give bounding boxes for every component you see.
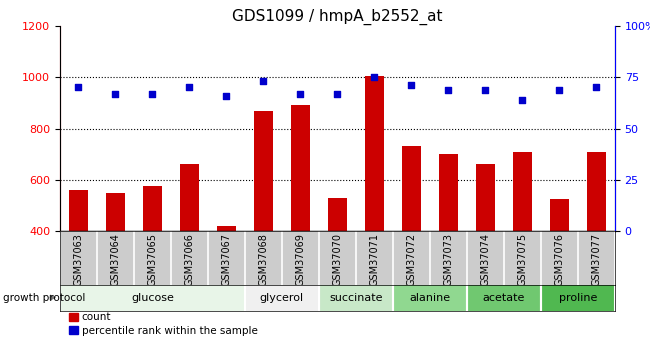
Text: GSM37065: GSM37065 (148, 233, 157, 286)
Text: GSM37074: GSM37074 (480, 233, 490, 286)
Point (332, 91, 343, 96)
Bar (328, 198, 346, 231)
Text: proline: proline (559, 293, 597, 303)
Text: succinate: succinate (329, 293, 383, 303)
Text: GSM37077: GSM37077 (592, 233, 601, 286)
Point (443, 87, 454, 92)
Bar (439, 154, 458, 231)
Text: GSM37070: GSM37070 (332, 233, 343, 286)
Bar (513, 151, 532, 231)
Text: glycerol: glycerol (260, 293, 304, 303)
Bar (467, 285, 541, 310)
Text: GSM37066: GSM37066 (185, 233, 194, 286)
Text: alanine: alanine (410, 293, 450, 303)
Text: GSM37073: GSM37073 (443, 233, 453, 286)
Bar (319, 285, 393, 310)
Text: GSM37069: GSM37069 (295, 233, 306, 286)
Point (295, 91, 306, 96)
Bar (180, 165, 199, 231)
Bar (550, 199, 569, 231)
Bar (143, 186, 162, 231)
Point (110, 91, 120, 96)
Bar (587, 151, 606, 231)
Point (258, 79, 268, 84)
Text: GSM37067: GSM37067 (222, 233, 231, 286)
Bar (476, 165, 495, 231)
Text: GSM37063: GSM37063 (73, 233, 83, 286)
Point (369, 75, 380, 80)
Point (592, 85, 602, 90)
Text: glucose: glucose (131, 293, 174, 303)
Point (184, 85, 194, 90)
Bar (365, 76, 383, 231)
Bar (69, 190, 88, 231)
Text: GSM37076: GSM37076 (554, 233, 564, 286)
Bar (60, 285, 245, 310)
Bar (291, 106, 309, 231)
Bar (541, 285, 615, 310)
Bar (106, 193, 125, 231)
Bar (254, 110, 272, 231)
Point (73, 85, 83, 90)
Point (554, 87, 565, 92)
Legend: count, percentile rank within the sample: count, percentile rank within the sample (65, 308, 262, 340)
Text: acetate: acetate (483, 293, 525, 303)
Text: GSM37068: GSM37068 (258, 233, 268, 286)
Title: GDS1099 / hmpA_b2552_at: GDS1099 / hmpA_b2552_at (232, 8, 443, 24)
Text: GSM37075: GSM37075 (517, 233, 527, 286)
Bar (393, 285, 467, 310)
Point (480, 87, 491, 92)
Bar (217, 226, 235, 231)
Bar (245, 285, 319, 310)
Point (221, 93, 231, 98)
Point (147, 91, 157, 96)
Text: GSM37072: GSM37072 (406, 233, 417, 286)
Text: growth protocol: growth protocol (3, 293, 86, 303)
Point (406, 83, 417, 88)
Point (517, 97, 528, 102)
Bar (402, 147, 421, 231)
Text: GSM37064: GSM37064 (111, 233, 120, 286)
Text: GSM37071: GSM37071 (369, 233, 380, 286)
